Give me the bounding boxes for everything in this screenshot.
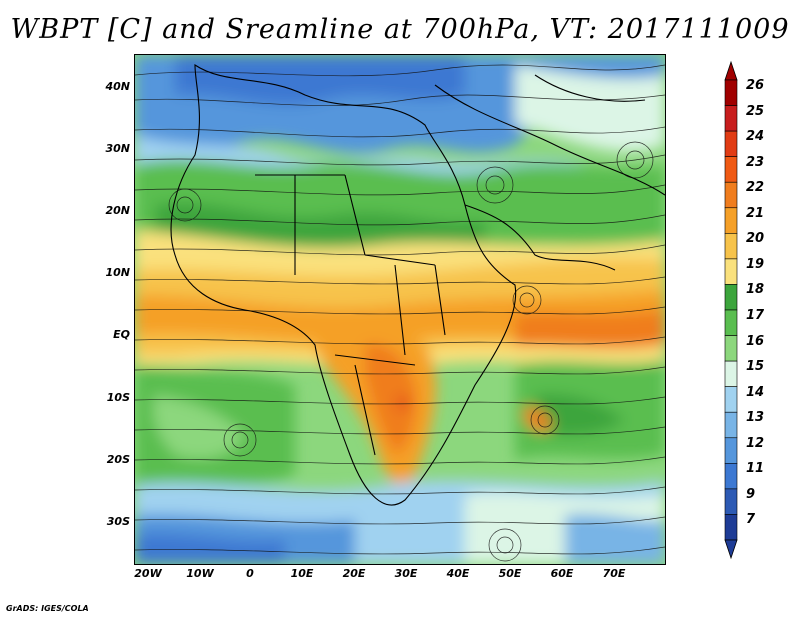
- colorbar-swatch: [724, 181, 738, 209]
- colorbar-swatch: [724, 79, 738, 106]
- colorbar-swatch: [724, 207, 738, 234]
- lon-label-60e: 60E: [550, 567, 574, 580]
- colorbar-swatch: [724, 105, 738, 132]
- colorbar-swatch: [724, 463, 738, 490]
- map-title: WBPT [C] and Sreamline at 700hPa, VT: 20…: [10, 14, 790, 45]
- colorbar-tick-label: 24: [746, 129, 765, 145]
- colorbar-swatch: [724, 437, 738, 464]
- lat-label-30n: 30N: [105, 142, 130, 155]
- colorbar-tick-label: 7: [746, 512, 756, 528]
- lat-label-30s: 30S: [106, 515, 130, 528]
- colorbar-tick-label: 25: [746, 103, 765, 119]
- lon-label-10e: 10E: [290, 567, 314, 580]
- colorbar-swatch: [724, 514, 738, 541]
- lat-label-10s: 10S: [106, 391, 130, 404]
- lat-label-20n: 20N: [105, 204, 130, 217]
- map-panel: [134, 54, 666, 565]
- lat-label-20s: 20S: [106, 453, 130, 466]
- colorbar-tick-label: 20: [746, 231, 765, 247]
- colorbar-tick-label: 14: [746, 384, 765, 400]
- colorbar-tick-label: 26: [746, 78, 765, 93]
- colorbar-tick-label: 9: [746, 486, 756, 502]
- colorbar-swatch: [724, 233, 738, 260]
- colorbar-swatch: [724, 335, 738, 362]
- colorbar-tick-label: 15: [746, 359, 765, 375]
- colorbar-tick-label: 11: [746, 461, 765, 477]
- colorbar-tick-label: 23: [746, 154, 765, 170]
- colorbar-tick-label: 22: [746, 180, 765, 196]
- colorbar-swatch: [724, 309, 738, 336]
- colorbar-swatch: [724, 284, 738, 311]
- lon-label-40e: 40E: [446, 567, 470, 580]
- colorbar-swatch: [724, 130, 738, 157]
- colorbar-swatch: [724, 258, 738, 285]
- lon-label-20e: 20E: [342, 567, 366, 580]
- lat-label-10n: 10N: [105, 266, 130, 279]
- colorbar-tick-label: 17: [746, 308, 765, 323]
- colorbar-top-arrow: [724, 60, 738, 81]
- lat-label-eq: EQ: [113, 328, 130, 341]
- colorbar-tick-label: 12: [746, 435, 765, 451]
- lon-label-20w: 20W: [134, 567, 162, 580]
- colorbar-bottom-arrow: [724, 539, 738, 560]
- colorbar-swatch: [724, 156, 738, 183]
- lat-label-40n: 40N: [105, 80, 130, 93]
- lon-label-70e: 70E: [602, 567, 626, 580]
- wbpt-field: [135, 55, 665, 564]
- colorbar-tick-label: 19: [746, 256, 765, 272]
- lon-label-0: 0: [246, 567, 254, 580]
- colorbar: [724, 60, 738, 560]
- lon-label-10w: 10W: [186, 567, 214, 580]
- colorbar-tick-label: 16: [746, 333, 765, 349]
- credit-text: GrADS: IGES/COLA: [6, 604, 89, 613]
- colorbar-swatch: [724, 386, 738, 413]
- colorbar-swatch: [724, 488, 738, 515]
- colorbar-tick-label: 13: [746, 410, 765, 426]
- colorbar-tick-label: 21: [746, 205, 765, 221]
- lon-label-30e: 30E: [394, 567, 418, 580]
- lon-label-50e: 50E: [498, 567, 522, 580]
- colorbar-swatch: [724, 411, 738, 439]
- colorbar-swatch: [724, 360, 738, 387]
- colorbar-tick-label: 18: [746, 282, 765, 298]
